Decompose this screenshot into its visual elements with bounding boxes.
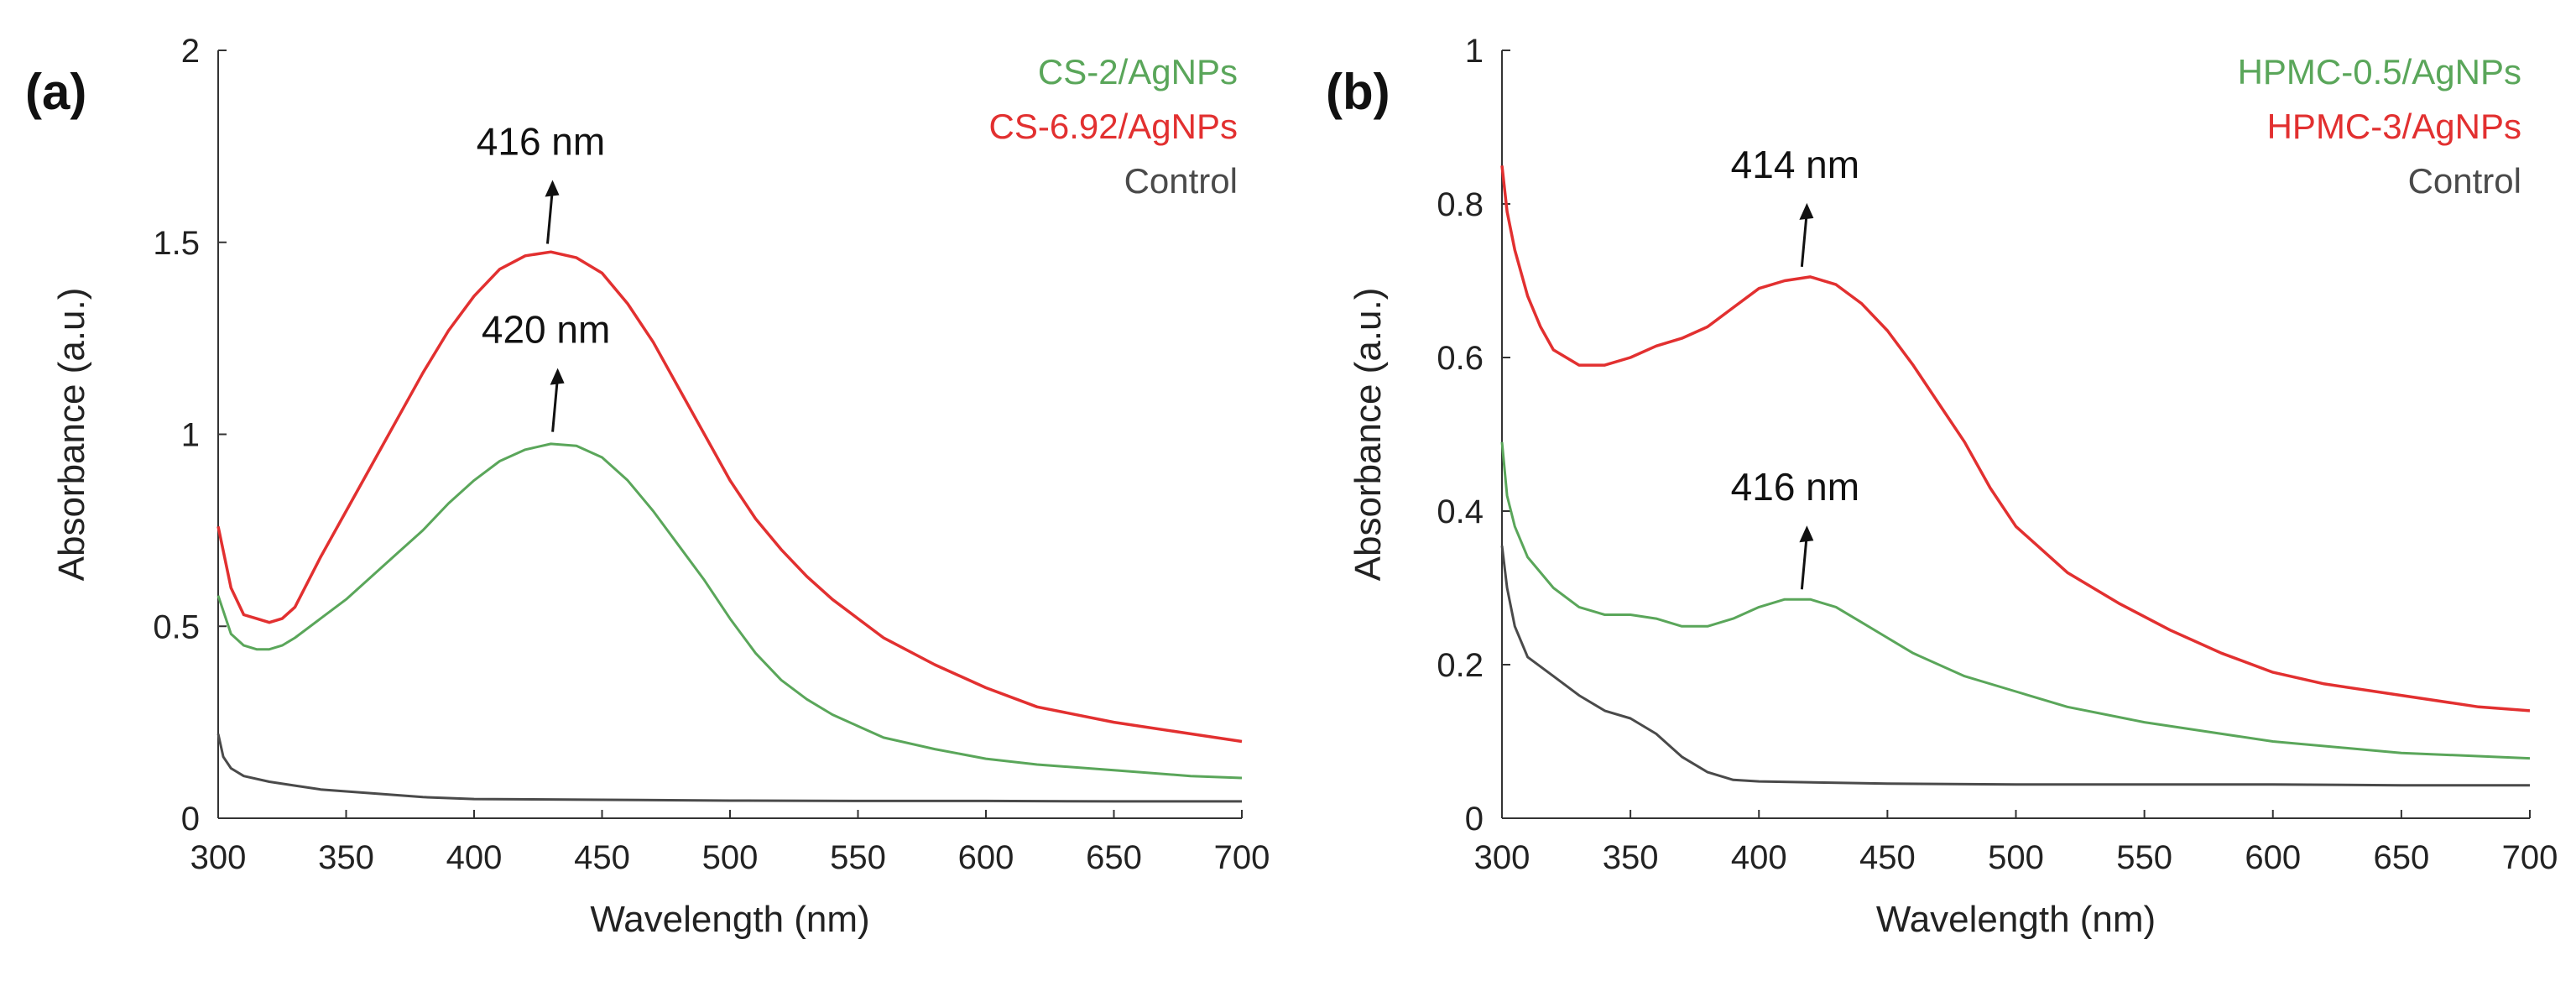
annotation-arrowhead bbox=[1799, 202, 1814, 220]
y-tick-label: 0.5 bbox=[153, 608, 200, 645]
annotation-arrowhead bbox=[550, 368, 565, 385]
legend-entry: HPMC-0.5/AgNPs bbox=[2238, 52, 2521, 91]
series-line bbox=[216, 250, 1243, 744]
legend-entry: Control bbox=[1124, 161, 1238, 201]
x-tick-label: 350 bbox=[318, 839, 374, 876]
legend-entry: CS-6.92/AgNPs bbox=[989, 107, 1238, 146]
x-tick-label: 600 bbox=[2245, 839, 2301, 876]
y-tick-label: 0 bbox=[181, 801, 200, 838]
annotation-arrowhead bbox=[545, 180, 560, 197]
legend-entry: Control bbox=[2408, 161, 2521, 201]
y-tick-label: 0.2 bbox=[1437, 647, 1484, 684]
peak-annotation: 420 nm bbox=[482, 308, 610, 352]
y-tick-label: 1 bbox=[181, 417, 200, 454]
x-tick-label: 450 bbox=[1859, 839, 1916, 876]
legend-entry: CS-2/AgNPs bbox=[1038, 52, 1238, 91]
annotation-arrow bbox=[1800, 211, 1808, 268]
x-tick-label: 600 bbox=[958, 839, 1014, 876]
x-tick-label: 350 bbox=[1603, 839, 1659, 876]
x-tick-label: 650 bbox=[1086, 839, 1142, 876]
x-tick-label: 550 bbox=[2116, 839, 2172, 876]
x-tick-label: 500 bbox=[702, 839, 759, 876]
peak-annotation: 416 nm bbox=[477, 119, 605, 163]
y-tick-label: 0.8 bbox=[1437, 186, 1484, 223]
x-tick-label: 700 bbox=[2502, 839, 2558, 876]
panel-label: (b) bbox=[1326, 64, 1390, 120]
panel-label: (a) bbox=[25, 64, 86, 120]
series-line bbox=[1500, 441, 2531, 760]
legend-entry: HPMC-3/AgNPs bbox=[2267, 107, 2521, 146]
y-tick-label: 0 bbox=[1465, 801, 1484, 838]
series-line bbox=[216, 733, 1242, 803]
annotation-arrow bbox=[1800, 534, 1808, 590]
x-tick-label: 300 bbox=[1474, 839, 1530, 876]
y-tick-label: 0.6 bbox=[1437, 340, 1484, 377]
y-tick-label: 1.5 bbox=[153, 225, 200, 262]
peak-annotation: 416 nm bbox=[1731, 465, 1859, 509]
y-tick-label: 2 bbox=[181, 33, 200, 70]
y-tick-label: 0.4 bbox=[1437, 493, 1484, 530]
x-tick-label: 500 bbox=[1988, 839, 2044, 876]
annotation-arrowhead bbox=[1799, 525, 1814, 543]
x-axis-title: Wavelength (nm) bbox=[1876, 899, 2156, 940]
x-tick-label: 450 bbox=[574, 839, 630, 876]
series-line bbox=[1500, 165, 2531, 713]
y-axis-title: Absorbance (a.u.) bbox=[1348, 288, 1389, 582]
x-tick-label: 400 bbox=[446, 839, 503, 876]
x-axis-title: Wavelength (nm) bbox=[590, 899, 869, 940]
annotation-arrow bbox=[546, 188, 554, 244]
y-axis-title: Absorbance (a.u.) bbox=[51, 288, 92, 582]
series-line bbox=[1500, 545, 2530, 787]
x-tick-label: 650 bbox=[2374, 839, 2430, 876]
x-tick-label: 550 bbox=[830, 839, 886, 876]
annotation-arrow bbox=[551, 376, 560, 432]
y-tick-label: 1 bbox=[1465, 33, 1484, 70]
x-tick-label: 700 bbox=[1214, 839, 1270, 876]
x-tick-label: 400 bbox=[1731, 839, 1787, 876]
x-tick-label: 300 bbox=[190, 839, 247, 876]
peak-annotation: 414 nm bbox=[1731, 143, 1859, 186]
series-line bbox=[216, 442, 1243, 780]
